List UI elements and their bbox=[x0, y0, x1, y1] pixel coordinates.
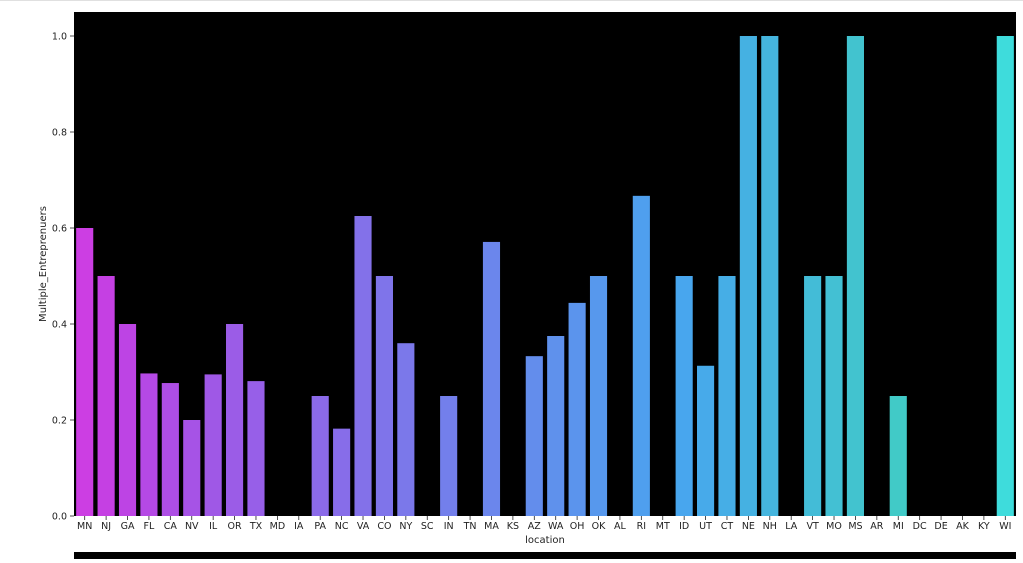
y-axis-label: Multiple_Entreprenuers bbox=[38, 206, 49, 322]
bar-nv bbox=[183, 420, 201, 516]
x-tick-label: NV bbox=[185, 521, 199, 532]
x-tick-label: KY bbox=[978, 521, 990, 532]
bar-nh bbox=[761, 36, 779, 516]
x-tick-label: WA bbox=[548, 521, 564, 532]
x-tick-label: MS bbox=[848, 521, 862, 532]
y-tick-label: 0.4 bbox=[52, 320, 67, 331]
x-tick-label: MA bbox=[484, 521, 499, 532]
bar-pa bbox=[311, 396, 329, 516]
x-tick-label: NH bbox=[763, 521, 777, 532]
bar-ny bbox=[397, 343, 415, 516]
x-tick-label: MO bbox=[826, 521, 842, 532]
y-tick-label: 0.6 bbox=[52, 224, 67, 235]
y-tick-label: 0.2 bbox=[52, 416, 67, 427]
y-tick-label: 0.0 bbox=[52, 512, 67, 523]
y-tick-label: 1.0 bbox=[52, 32, 67, 43]
bar-or bbox=[226, 324, 244, 516]
x-tick-label: IN bbox=[444, 521, 454, 532]
x-tick-label: VA bbox=[357, 521, 370, 532]
x-tick-label: MT bbox=[656, 521, 670, 532]
bar-ma bbox=[482, 241, 501, 517]
bar-ms bbox=[846, 36, 864, 516]
x-tick-label: MN bbox=[77, 521, 92, 532]
x-tick-label: KS bbox=[507, 521, 519, 532]
bottom-output-strip bbox=[74, 552, 1016, 559]
x-tick-label: MI bbox=[893, 521, 904, 532]
bar-wa bbox=[547, 336, 565, 516]
x-tick-label: AK bbox=[956, 521, 969, 532]
bar-co bbox=[375, 276, 393, 516]
top-divider bbox=[0, 0, 1023, 1]
x-tick-label: TX bbox=[249, 521, 263, 532]
bar-ga bbox=[118, 324, 137, 516]
bar-il bbox=[204, 374, 222, 516]
bar-ok bbox=[589, 276, 608, 516]
x-tick-label: PA bbox=[314, 521, 326, 532]
bar-nj bbox=[97, 276, 115, 516]
x-tick-label: NY bbox=[399, 521, 412, 532]
bar-id bbox=[675, 276, 693, 516]
bar-ne bbox=[739, 36, 757, 516]
bars bbox=[76, 36, 1014, 517]
bar-ct bbox=[718, 276, 736, 516]
bar-ca bbox=[161, 383, 179, 516]
x-tick-label: OK bbox=[592, 521, 606, 532]
bar-nc bbox=[333, 428, 351, 516]
x-tick-label: DE bbox=[934, 521, 947, 532]
bar-tx bbox=[247, 381, 265, 516]
y-tick-label: 0.8 bbox=[52, 128, 67, 139]
x-tick-label: UT bbox=[699, 521, 712, 532]
x-tick-label: SC bbox=[421, 521, 434, 532]
bar-mn bbox=[76, 228, 94, 516]
x-tick-label: IL bbox=[209, 521, 218, 532]
x-axis-label: location bbox=[525, 535, 565, 546]
x-tick-label: VT bbox=[806, 521, 818, 532]
bar-az bbox=[525, 356, 543, 516]
x-tick-label: RI bbox=[637, 521, 646, 532]
x-tick-label: CT bbox=[721, 521, 734, 532]
x-tick-label: DC bbox=[913, 521, 927, 532]
x-tick-label: MD bbox=[270, 521, 286, 532]
x-tick-label: FL bbox=[144, 521, 155, 532]
x-tick-label: GA bbox=[121, 521, 135, 532]
x-tick-label: AL bbox=[614, 521, 626, 532]
x-tick-label: AR bbox=[870, 521, 883, 532]
bar-mo bbox=[825, 276, 843, 516]
x-tick-label: AZ bbox=[528, 521, 541, 532]
x-tick-label: NE bbox=[742, 521, 755, 532]
bar-vt bbox=[804, 276, 822, 516]
x-axis: MN NJ GA FL CA NV IL OR TX MD IA PA NC VA CO NY SC IN TN MA… bbox=[77, 516, 1011, 532]
x-tick-label: IA bbox=[294, 521, 304, 532]
bar-mi bbox=[889, 396, 907, 516]
x-tick-label: CA bbox=[164, 521, 178, 532]
x-tick-label: LA bbox=[785, 521, 798, 532]
bar-ri bbox=[632, 195, 650, 516]
x-tick-label: NJ bbox=[101, 521, 111, 532]
y-axis: 0.0 0.2 0.4 0.6 0.8 1.0 bbox=[52, 32, 74, 523]
bar-wi bbox=[996, 36, 1014, 516]
x-tick-label: OH bbox=[570, 521, 585, 532]
x-tick-label: CO bbox=[377, 521, 391, 532]
bar-va bbox=[354, 216, 372, 516]
x-tick-label: OR bbox=[228, 521, 242, 532]
bar-oh bbox=[568, 302, 586, 516]
x-tick-label: ID bbox=[679, 521, 689, 532]
bar-ut bbox=[697, 365, 715, 516]
x-tick-label: WI bbox=[999, 521, 1011, 532]
x-tick-label: NC bbox=[335, 521, 349, 532]
bar-fl bbox=[140, 373, 158, 516]
x-tick-label: TN bbox=[463, 521, 477, 532]
bar-in bbox=[440, 396, 458, 516]
